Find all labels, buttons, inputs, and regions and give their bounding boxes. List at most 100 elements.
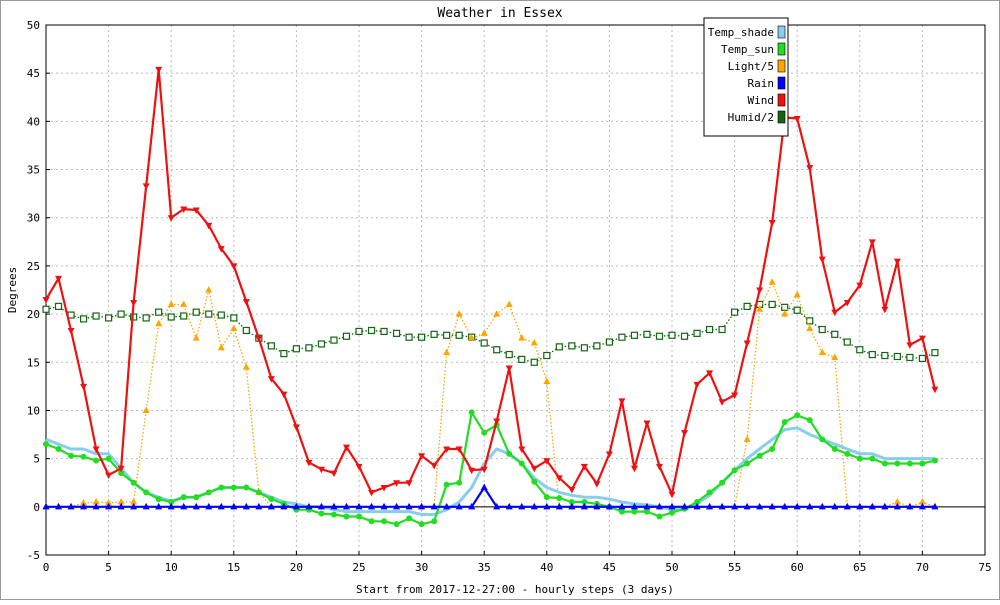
data-point	[267, 502, 275, 510]
data-point	[881, 502, 889, 510]
data-point	[117, 498, 125, 505]
data-point	[605, 338, 614, 346]
data-point	[292, 424, 300, 431]
x-axis-label: Start from 2017-12-27:00 - hourly steps …	[356, 583, 674, 596]
x-tick-label: 30	[415, 561, 428, 574]
data-point	[831, 330, 839, 338]
data-point	[831, 446, 838, 452]
data-point	[668, 502, 676, 510]
y-tick-label: -5	[27, 549, 40, 562]
x-tick-label: 15	[227, 561, 240, 574]
data-point	[831, 309, 839, 317]
data-point	[242, 363, 250, 370]
x-tick-label: 65	[853, 561, 866, 574]
data-point	[731, 467, 738, 474]
data-point	[105, 455, 112, 462]
data-point	[79, 315, 88, 323]
x-tick-label: 70	[916, 561, 929, 574]
data-point	[806, 502, 814, 510]
data-point	[280, 350, 288, 358]
data-point	[543, 458, 551, 465]
data-point	[893, 498, 901, 505]
data-point	[80, 498, 88, 506]
data-point	[180, 206, 188, 214]
data-point	[67, 311, 75, 319]
data-point	[731, 502, 739, 510]
x-tick-label: 75	[978, 561, 991, 574]
legend-swatch	[777, 110, 786, 124]
data-point	[531, 478, 538, 485]
data-point	[530, 465, 538, 473]
data-point	[192, 308, 200, 316]
data-point	[681, 502, 689, 510]
data-point	[580, 463, 588, 471]
data-point	[318, 510, 325, 517]
data-point	[255, 335, 263, 343]
data-point	[330, 502, 338, 510]
legend: Temp_shade Temp_sun Light/5 Rain Wind Humid/2	[703, 17, 789, 137]
data-point	[556, 495, 563, 502]
data-point	[142, 406, 150, 413]
data-point	[530, 502, 538, 510]
data-point	[118, 470, 125, 477]
data-point	[918, 335, 926, 343]
data-point	[643, 330, 651, 338]
y-tick-label: 5	[33, 453, 40, 466]
legend-label: Rain	[748, 77, 775, 90]
data-point	[693, 502, 701, 510]
data-point	[92, 312, 100, 320]
data-point	[330, 511, 337, 518]
data-point	[680, 332, 689, 340]
data-point	[218, 484, 225, 491]
data-point	[931, 502, 939, 510]
data-point	[668, 331, 676, 339]
data-point	[480, 339, 488, 347]
data-point	[180, 494, 187, 501]
data-point	[706, 370, 714, 377]
data-point	[868, 502, 876, 510]
data-point	[292, 345, 300, 353]
data-point	[881, 460, 888, 467]
x-tick-label: 55	[728, 561, 741, 574]
data-point	[217, 246, 225, 253]
data-point	[117, 465, 125, 473]
data-point	[806, 417, 813, 424]
x-tick-label: 50	[665, 561, 678, 574]
data-point	[493, 502, 501, 510]
data-point	[317, 466, 325, 474]
data-point	[267, 342, 275, 350]
data-point	[605, 502, 613, 510]
data-point	[368, 489, 376, 497]
data-point	[543, 351, 551, 360]
data-point	[843, 502, 851, 510]
data-point	[418, 502, 426, 510]
data-point	[568, 499, 575, 505]
data-point	[92, 502, 100, 510]
data-point	[756, 452, 763, 459]
data-point	[405, 333, 413, 341]
data-point	[142, 502, 150, 510]
x-tick-label: 0	[43, 561, 50, 574]
series-rain	[42, 483, 939, 510]
data-point	[205, 222, 213, 230]
data-point	[242, 502, 250, 510]
data-point	[292, 502, 300, 510]
data-point	[443, 348, 451, 356]
data-point	[718, 325, 726, 334]
data-point	[330, 470, 338, 478]
data-point	[580, 502, 588, 510]
data-point	[455, 331, 463, 339]
data-point	[317, 340, 326, 348]
data-point	[305, 502, 313, 510]
legend-label: Wind	[748, 94, 775, 107]
data-point	[105, 472, 113, 480]
data-point	[443, 331, 451, 339]
x-tick-label: 20	[290, 561, 303, 574]
data-point	[931, 386, 939, 394]
data-point	[355, 327, 363, 336]
data-point	[406, 515, 413, 522]
data-point	[769, 446, 776, 452]
data-point	[931, 457, 938, 464]
y-axis-label: Degrees	[6, 267, 19, 313]
data-point	[894, 460, 901, 467]
